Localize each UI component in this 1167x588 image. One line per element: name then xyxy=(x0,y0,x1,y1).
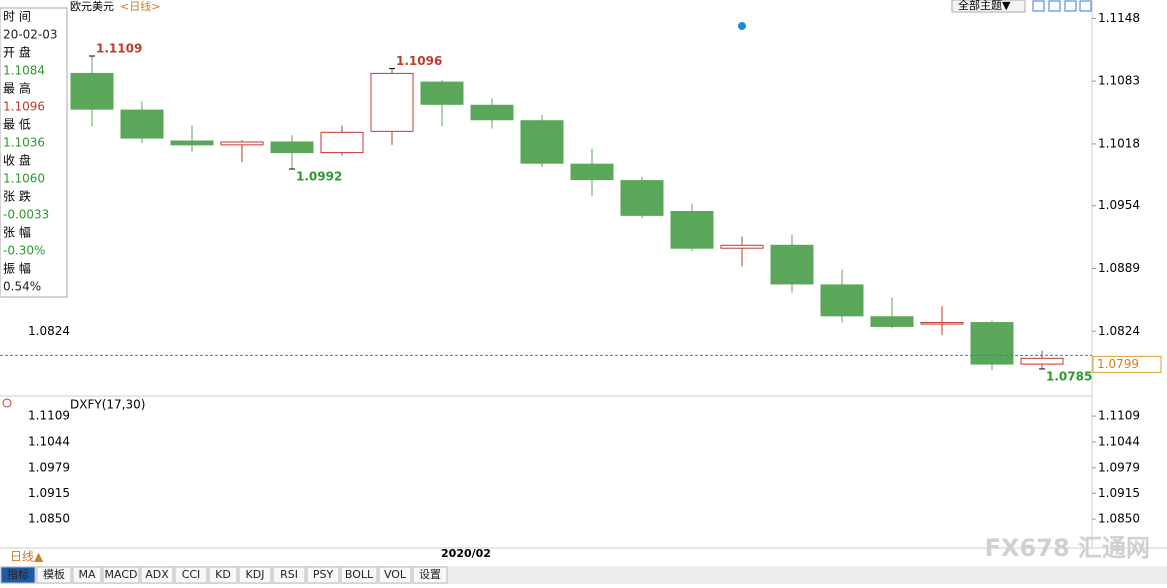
info-value: 1.1084 xyxy=(3,64,45,78)
y-tick-label: 1.1044 xyxy=(1098,434,1140,448)
info-value: -0.30% xyxy=(3,244,45,258)
y-tick-label: 1.0850 xyxy=(1098,512,1140,526)
info-value: 1.1096 xyxy=(3,100,45,114)
y-tick-label: 1.1083 xyxy=(1098,74,1140,88)
tab-label[interactable]: VOL xyxy=(384,568,407,581)
y-tick-label: 1.0979 xyxy=(28,460,70,474)
y-tick-label: 1.0915 xyxy=(28,486,70,500)
candle-body xyxy=(920,322,964,325)
candle-body xyxy=(820,284,864,317)
candle-body xyxy=(120,109,164,139)
candle-body xyxy=(370,72,414,132)
y-tick-label: 1.0889 xyxy=(1098,261,1140,275)
toolbar-icons[interactable] xyxy=(1032,0,1092,12)
tab-label[interactable]: PSY xyxy=(313,568,334,581)
info-label: 振 幅 xyxy=(3,261,31,276)
tab-label[interactable]: 指标 xyxy=(7,567,29,581)
info-label: 最 高 xyxy=(3,81,31,96)
tab[interactable] xyxy=(140,566,174,584)
extreme-label: 1.0992 xyxy=(296,170,342,184)
y-tick-label: 1.0979 xyxy=(1098,460,1140,474)
tab[interactable] xyxy=(272,566,306,584)
y-tick-label: 1.0954 xyxy=(1098,198,1140,212)
y-tick-label: 1.1109 xyxy=(28,409,70,423)
theme-button[interactable] xyxy=(951,0,1026,13)
info-label: 张 幅 xyxy=(3,225,31,240)
tab[interactable] xyxy=(36,566,72,584)
last-price-label: 1.0799 xyxy=(1097,357,1139,371)
info-value: 1.1036 xyxy=(3,136,45,150)
info-value: 20-02-03 xyxy=(3,28,57,42)
tab-label[interactable]: ADX xyxy=(145,568,169,581)
tab[interactable] xyxy=(238,566,272,584)
candle-body xyxy=(170,140,214,146)
y-tick-label: 1.1109 xyxy=(1098,409,1140,423)
info-label: 最 低 xyxy=(3,118,31,132)
tab[interactable] xyxy=(72,566,102,584)
tab-label[interactable]: BOLL xyxy=(345,568,374,581)
tab-label[interactable]: 模板 xyxy=(43,567,65,581)
candle-body xyxy=(770,244,814,285)
tab-label[interactable]: RSI xyxy=(280,568,298,581)
chart-title: 欧元美元 xyxy=(70,0,114,13)
y-tick-label: 1.1148 xyxy=(1098,11,1140,25)
extreme-label: 1.1109 xyxy=(96,42,142,56)
indicator-title: DXFY(17,30) xyxy=(70,398,145,412)
candle-body xyxy=(70,72,114,110)
y-tick-label: 1.1018 xyxy=(1098,136,1140,150)
candle-body xyxy=(470,104,514,121)
info-value: 0.54% xyxy=(3,280,41,294)
info-value: -0.0033 xyxy=(3,208,49,222)
y-tick-label: 1.0824 xyxy=(28,324,70,338)
extreme-label: 1.0785 xyxy=(1046,369,1092,383)
info-value: 1.1060 xyxy=(3,172,45,186)
tab-label[interactable]: CCI xyxy=(182,568,201,581)
period-toggle[interactable]: 日线▲ xyxy=(10,550,44,564)
info-label: 收 盘 xyxy=(3,153,31,168)
tab-label[interactable]: 设置 xyxy=(419,568,441,581)
candle-body xyxy=(320,131,364,154)
theme-label[interactable]: 全部主题▼ xyxy=(958,0,1011,12)
tab-label[interactable]: MACD xyxy=(105,568,138,581)
period[interactable]: <日线> xyxy=(120,0,160,13)
tab-label[interactable]: KDJ xyxy=(246,568,265,581)
candle-body xyxy=(720,244,764,249)
candle-body xyxy=(270,141,314,154)
watermark: FX678 汇通网 xyxy=(985,534,1150,562)
settings-icon[interactable] xyxy=(2,398,12,408)
tab[interactable] xyxy=(340,566,378,584)
tab[interactable] xyxy=(412,566,448,584)
y-tick-label: 1.0915 xyxy=(1098,486,1140,500)
tab-label[interactable]: KD xyxy=(215,568,231,581)
candle-body xyxy=(520,120,564,164)
tab[interactable] xyxy=(174,566,208,584)
x-label: 2020/02 xyxy=(441,547,491,560)
candle-body xyxy=(670,211,714,249)
info-label: 开 盘 xyxy=(3,45,31,60)
y-tick-label: 1.0850 xyxy=(28,512,70,526)
info-label: 时 间 xyxy=(3,10,31,24)
event-dot[interactable] xyxy=(738,22,746,30)
tab[interactable] xyxy=(208,566,238,584)
candle-body xyxy=(420,81,464,105)
candle-body xyxy=(870,316,914,327)
candle-body xyxy=(970,322,1014,365)
tab-label[interactable]: MA xyxy=(78,568,95,581)
tab[interactable] xyxy=(102,566,140,584)
tab[interactable] xyxy=(306,566,340,584)
candle-body xyxy=(220,141,264,146)
tab[interactable] xyxy=(378,566,412,584)
info-label: 张 跌 xyxy=(3,189,31,204)
tab[interactable] xyxy=(0,566,36,584)
last-price-box xyxy=(1092,355,1162,373)
y-tick-label: 1.0824 xyxy=(1098,324,1140,338)
extreme-label: 1.1096 xyxy=(396,54,442,68)
info-panel xyxy=(0,7,68,298)
candle-body xyxy=(620,180,664,216)
candle-body xyxy=(570,163,614,181)
y-tick-label: 1.1044 xyxy=(28,434,70,448)
candle-body xyxy=(1020,357,1064,365)
